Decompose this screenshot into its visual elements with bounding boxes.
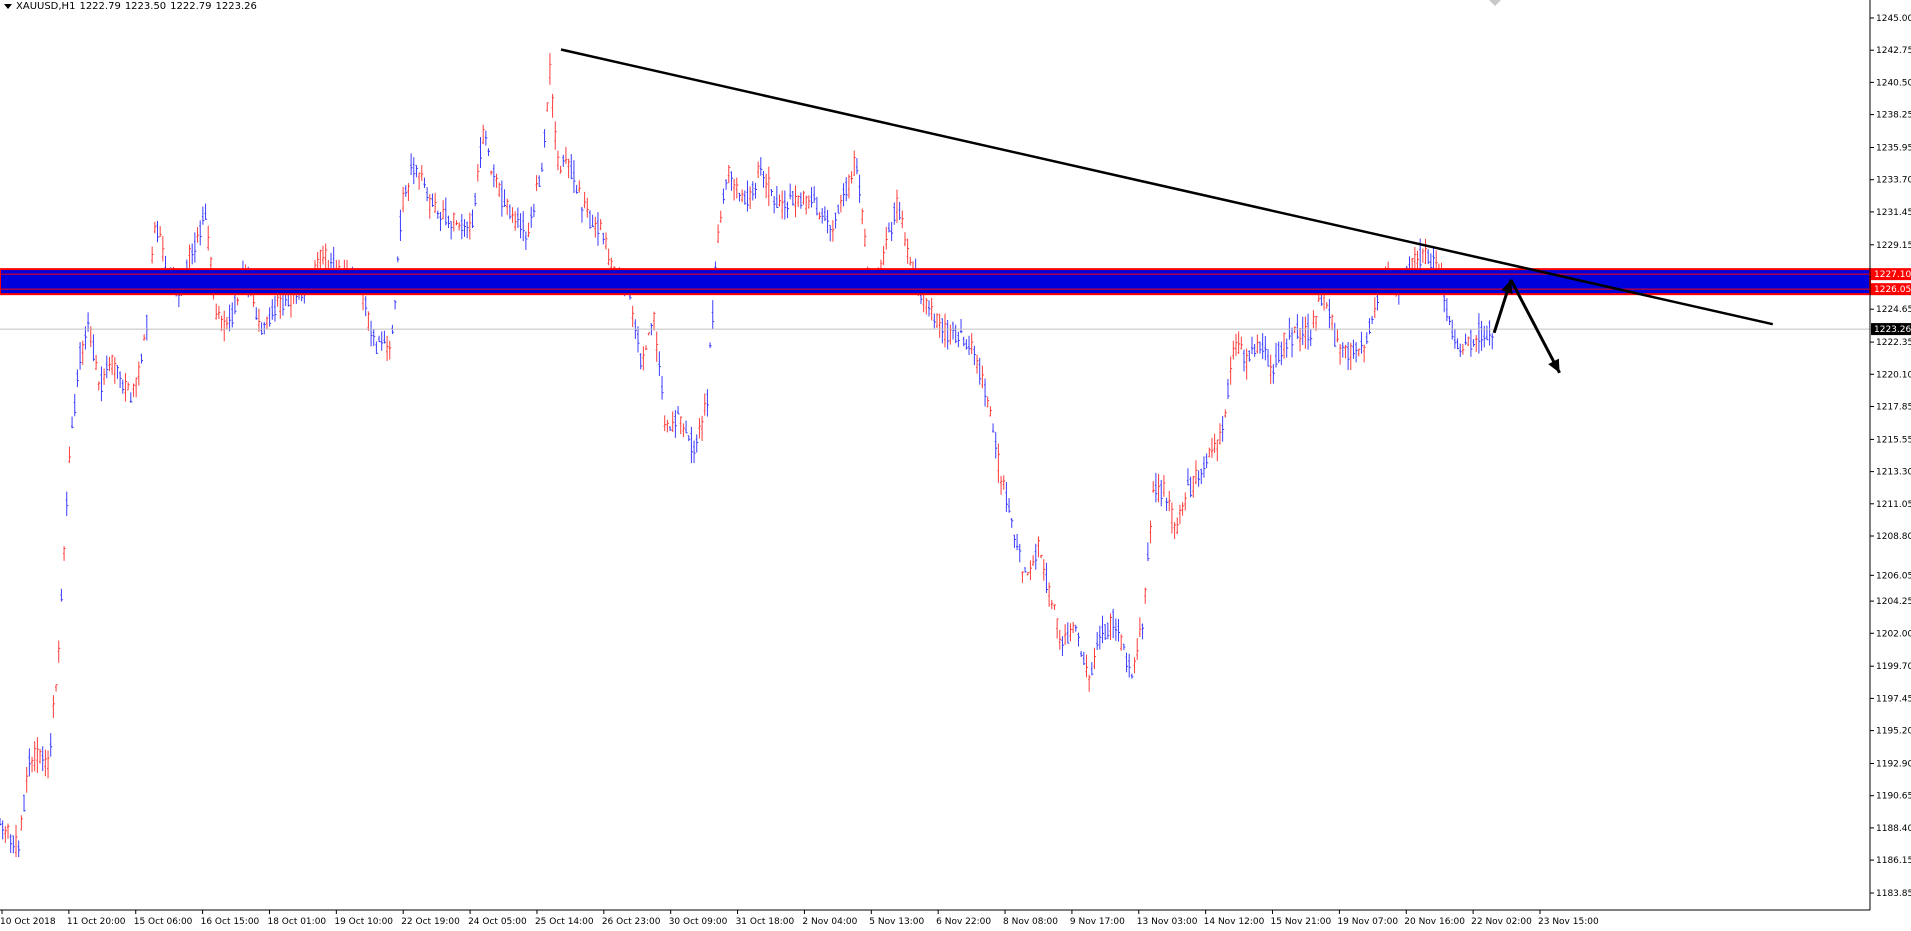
x-tick-label: 19 Oct 10:00 xyxy=(334,917,393,927)
resistance-zone[interactable] xyxy=(0,268,1871,296)
y-tick-label: 1245.00 xyxy=(1876,14,1911,24)
x-axis-ticks: 10 Oct 2018 11 Oct 20:00 15 Oct 06:00 16 Oc… xyxy=(0,910,1599,927)
x-tick-label: 31 Oct 18:00 xyxy=(736,917,795,927)
x-tick-label: 22 Nov 02:00 xyxy=(1471,917,1532,927)
x-tick-label: 14 Nov 12:00 xyxy=(1204,917,1265,927)
x-tick-label: 18 Oct 01:00 xyxy=(267,917,326,927)
x-tick-label: 26 Oct 23:00 xyxy=(602,917,661,927)
x-tick-label: 16 Oct 15:00 xyxy=(201,917,260,927)
y-tick-label: 1202.00 xyxy=(1876,629,1911,639)
y-tick-label: 1233.70 xyxy=(1876,176,1911,186)
x-tick-label: 30 Oct 09:00 xyxy=(669,917,728,927)
y-tick-label: 1197.45 xyxy=(1876,694,1911,704)
y-tick-label: 1242.75 xyxy=(1876,46,1911,56)
x-tick-label: 15 Nov 21:00 xyxy=(1271,917,1332,927)
x-tick-label: 24 Oct 05:00 xyxy=(468,917,527,927)
y-tick-label: 1240.50 xyxy=(1876,78,1911,88)
y-tick-label: 1195.20 xyxy=(1876,727,1911,737)
y-tick-label: 1211.05 xyxy=(1876,500,1911,510)
y-tick-label: 1220.10 xyxy=(1876,370,1911,380)
projection-arrows[interactable] xyxy=(1492,279,1561,374)
low-value: 1222.79 xyxy=(170,1,212,12)
zone-top-price-label: 1227.10 xyxy=(1874,270,1911,280)
y-tick-label: 1188.40 xyxy=(1876,824,1911,834)
price-labels: 1227.10 1226.05 1223.26 xyxy=(1871,268,1911,336)
x-tick-label: 20 Nov 16:00 xyxy=(1404,917,1465,927)
x-tick-label: 15 Oct 06:00 xyxy=(134,917,193,927)
y-tick-label: 1217.85 xyxy=(1876,402,1911,412)
y-tick-label: 1186.15 xyxy=(1876,856,1911,866)
close-value: 1223.26 xyxy=(215,1,257,12)
x-tick-label: 11 Oct 20:00 xyxy=(67,917,126,927)
chart-header: XAUUSD,H1 1222.79 1223.50 1222.79 1223.26 xyxy=(4,1,261,12)
menu-dropdown-icon[interactable] xyxy=(4,3,12,9)
y-tick-label: 1235.95 xyxy=(1876,143,1911,153)
zone-bottom-price-label: 1226.05 xyxy=(1874,285,1911,295)
x-tick-label: 19 Nov 07:00 xyxy=(1337,917,1398,927)
descending-trendline[interactable] xyxy=(560,48,1774,326)
y-tick-label: 1215.55 xyxy=(1876,435,1911,445)
x-tick-label: 5 Nov 13:00 xyxy=(869,917,924,927)
last-price-label-bg xyxy=(1871,323,1911,336)
y-tick-label: 1231.45 xyxy=(1876,208,1911,218)
y-tick-label: 1206.05 xyxy=(1876,571,1911,581)
scroll-marker-icon[interactable] xyxy=(1489,0,1501,6)
last-price-label: 1223.26 xyxy=(1874,325,1911,335)
x-tick-label: 10 Oct 2018 xyxy=(0,917,56,927)
y-tick-label: 1199.70 xyxy=(1876,662,1911,672)
y-axis-ticks: 1245.00 1242.75 1240.50 1238.25 1235.95 1233.… xyxy=(1870,14,1911,899)
x-tick-label: 6 Nov 22:00 xyxy=(936,917,991,927)
high-value: 1223.50 xyxy=(124,1,167,12)
y-tick-label: 1238.25 xyxy=(1876,111,1911,121)
x-tick-label: 23 Nov 15:00 xyxy=(1538,917,1599,927)
y-tick-label: 1204.25 xyxy=(1876,597,1911,607)
y-tick-label: 1190.65 xyxy=(1876,792,1911,802)
x-tick-label: 22 Oct 19:00 xyxy=(401,917,460,927)
candles-layer xyxy=(0,53,1494,858)
zone-bottom-price-label-bg xyxy=(1871,283,1911,296)
arrow-up-head-icon[interactable] xyxy=(1501,279,1513,295)
y-tick-label: 1208.80 xyxy=(1876,532,1911,542)
x-tick-label: 25 Oct 14:00 xyxy=(535,917,594,927)
x-tick-label: 9 Nov 17:00 xyxy=(1070,917,1125,927)
y-tick-label: 1222.35 xyxy=(1876,338,1911,348)
zone-band[interactable] xyxy=(0,268,1871,296)
open-value: 1222.79 xyxy=(79,1,121,12)
zone-top-price-label-bg xyxy=(1871,268,1911,281)
y-tick-label: 1229.15 xyxy=(1876,241,1911,251)
x-tick-label: 13 Nov 03:00 xyxy=(1137,917,1198,927)
arrow-down-shaft[interactable] xyxy=(1509,279,1561,374)
symbol-label: XAUUSD,H1 xyxy=(16,1,76,12)
arrow-down-head-icon[interactable] xyxy=(1548,358,1560,373)
y-tick-label: 1224.65 xyxy=(1876,305,1911,315)
x-tick-label: 2 Nov 04:00 xyxy=(802,917,857,927)
y-tick-label: 1183.85 xyxy=(1876,889,1911,899)
y-tick-label: 1192.90 xyxy=(1876,760,1911,770)
x-tick-label: 8 Nov 08:00 xyxy=(1003,917,1058,927)
y-tick-label: 1213.30 xyxy=(1876,468,1911,478)
